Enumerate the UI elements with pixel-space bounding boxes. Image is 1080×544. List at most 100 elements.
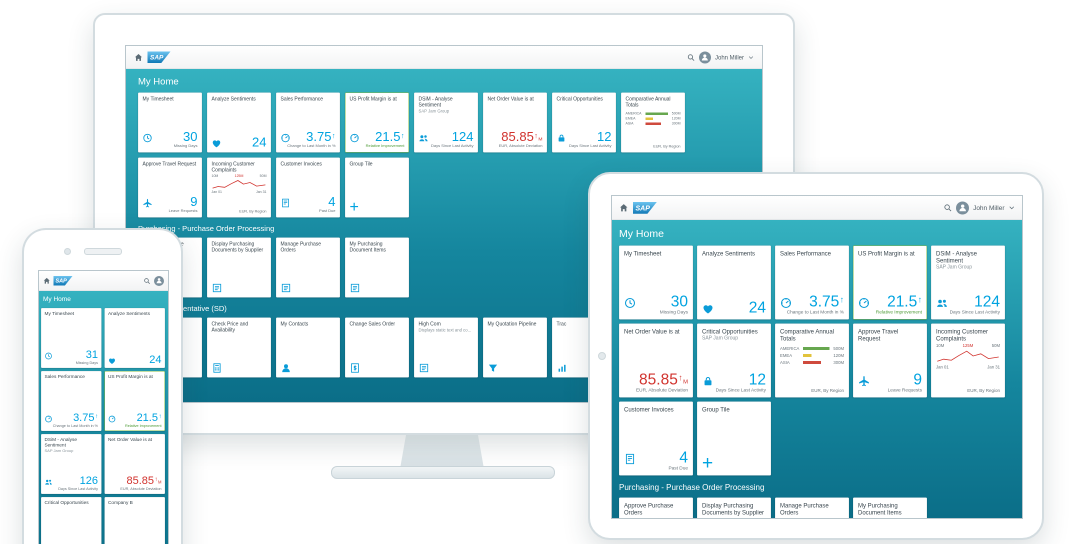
tile-customer-invoices[interactable]: Customer Invoices 4 Past Due [276,157,340,218]
tile-label: Past Due [668,465,688,471]
tile-value: 85.85↑M [126,473,162,487]
tile-analyze-sentiments[interactable]: Analyze Sentiments 24 [104,308,165,368]
tile-us-profit-margin-is-at[interactable]: US Profit Margin is at 21.5↑ Relative Impr… [853,245,927,320]
phone-screen: SAP My Home My Timesheet 31 Missing Days An… [38,270,169,544]
bar-label: EMEA [625,116,636,121]
tile-change-sales-order[interactable]: Change Sales Order [345,317,409,378]
tile-us-profit-margin-is-at[interactable]: US Profit Margin is at 21.5↑ Relative Impr… [345,92,409,153]
tile-subtitle: SAP Jam Group [44,448,74,454]
tile-unit: M [538,136,543,142]
tile-analyze-sentiments[interactable]: Analyze Sentiments 24 [207,92,271,153]
tile-customer-invoices[interactable]: Customer Invoices 4 Past Due [619,401,693,476]
tile-footer: EUR, By Region [239,209,267,214]
tile-my-timesheet[interactable]: My Timesheet 30 Missing Days [619,245,693,320]
heart-icon [702,303,714,315]
tile-comparative-annual-totals[interactable]: Comparative Annual Totals AMERICA 500M EMEA… [621,92,685,153]
tile-label: Days Since Last Activity [949,309,1000,315]
bar-label: ASIA [625,121,634,126]
bar-value: 300M [671,121,681,126]
contact-icon [281,363,292,374]
tile-approve-purchase-orders[interactable]: Approve Purchase Orders [619,497,693,518]
tile-net-order-value-is-at[interactable]: Net Order Value is at 85.85↑M EUR, Absolut… [104,434,165,494]
tile-value: 4 [679,448,688,466]
home-icon[interactable] [134,53,143,62]
gauge-icon [45,415,53,423]
tile-title: My Contacts [280,321,309,328]
search-icon[interactable] [144,277,151,284]
tile-group-tile[interactable]: Group Tile + [697,401,771,476]
search-icon[interactable] [944,204,953,213]
tile-my-quotation-pipeline[interactable]: My Quotation Pipeline [483,317,547,378]
phone-device: SAP My Home My Timesheet 31 Missing Days An… [22,228,183,544]
tile-net-order-value-is-at[interactable]: Net Order Value is at 85.85↑M EUR, Absolut… [619,323,693,398]
tile-footer: EUR, By Region [811,388,844,393]
tile-label: Past Due [319,208,336,214]
tile-sales-performance[interactable]: Sales Performance 3.75↑ Change to Last Mon… [775,245,849,320]
search-icon[interactable] [687,53,695,61]
tile-critical-opportunities[interactable]: Critical Opportunities SAP Jam Group 12 Day… [697,323,771,398]
bar-row: AMERICA 500M [780,346,844,351]
tablet-purchasing-grid: Approve Purchase Orders Display Purchasin… [619,497,1015,518]
tile-high-com[interactable]: High Com Displays static text and co... [414,317,478,378]
tile-dsim-analyse-sentiment[interactable]: DSiM - Analyse Sentiment SAP Jam Group 126… [41,434,102,494]
tile-dsim-analyse-sentiment[interactable]: DSiM - Analyse Sentiment SAP Jam Group 124… [931,245,1005,320]
chevron-down-icon[interactable] [1009,205,1016,212]
chevron-down-icon[interactable] [748,54,754,60]
tile-sales-performance[interactable]: Sales Performance 3.75↑ Change to Last Mon… [41,371,102,431]
tile-critical-opportunities[interactable]: Critical Opportunities 12 Days Since Last … [552,92,616,153]
tile-net-order-value-is-at[interactable]: Net Order Value is at 85.85↑M EUR, Absolut… [483,92,547,153]
tile-incoming-customer-complaints[interactable]: Incoming Customer Complaints 10M 125M 50M Ja… [931,323,1005,398]
home-icon[interactable] [43,277,51,285]
tile-sales-performance[interactable]: Sales Performance 3.75↑ Change to Last Mon… [276,92,340,153]
home-icon[interactable] [619,203,629,213]
trend-up-arrow-icon: ↑ [331,131,336,140]
tile-title: Check Price and Availability [211,321,249,333]
tile-approve-travel-request[interactable]: Approve Travel Request 9 Leave Requests [853,323,927,398]
clock-icon [624,297,636,309]
user-avatar[interactable] [698,51,711,64]
chart-value-labels: 10M 125M 50M [936,343,1000,348]
tablet-my-home-grid: My Timesheet 30 Missing Days Analyze Sentim… [619,245,1015,476]
doclist-icon [419,363,430,374]
user-avatar[interactable] [154,275,164,286]
tile-value: 31 [85,347,98,361]
chart-value-label: 10M [936,343,945,349]
tile-my-purchasing-document-items[interactable]: My Purchasing Document Items [853,497,927,518]
tile-group-tile[interactable]: Group Tile + [345,157,409,218]
tile-label: Change to Last Month in % [786,309,844,315]
tile-value: 124 [974,292,1000,310]
tile-company-b[interactable]: Company B [104,497,165,544]
chart-value-label: 10M [211,174,219,178]
tile-title: Approve Purchase Orders [624,502,674,517]
tile-my-contacts[interactable]: My Contacts [276,317,340,378]
tile-display-purchasing-documents-by-supplier[interactable]: Display Purchasing Documents by Supplier [207,237,271,298]
tile-display-purchasing-documents-by-supplier[interactable]: Display Purchasing Documents by Supplier [697,497,771,518]
bar [645,117,670,120]
user-avatar[interactable] [956,201,970,215]
user-name: John Miller [714,53,744,61]
tile-value: 30 [183,129,198,145]
tile-my-timesheet[interactable]: My Timesheet 30 Missing Days [138,92,202,153]
clock-icon [143,133,153,143]
tile-my-purchasing-document-items[interactable]: My Purchasing Document Items [345,237,409,298]
bar-row: EMEA 120M [626,117,681,121]
user-name: John Miller [973,204,1005,212]
tile-label: Relative Improvement [365,143,405,149]
tile-manage-purchase-orders[interactable]: Manage Purchase Orders [276,237,340,298]
tile-us-profit-margin-is-at[interactable]: US Profit Margin is at 21.5↑ Relative Impr… [104,371,165,431]
bar [645,122,670,125]
tile-critical-opportunities[interactable]: Critical Opportunities [41,497,102,544]
tile-value: 12 [748,370,766,388]
tile-manage-purchase-orders[interactable]: Manage Purchase Orders [775,497,849,518]
tile-dsim-analyse-sentiment[interactable]: DSiM - Analyse Sentiment SAP Jam Group 124… [414,92,478,153]
bar-value: 500M [833,346,844,352]
tile-value: 4 [328,194,336,210]
section-title-my-home: My Home [138,76,179,88]
tile-my-timesheet[interactable]: My Timesheet 31 Missing Days [41,308,102,368]
tile-approve-travel-request[interactable]: Approve Travel Request 9 Leave Requests [138,157,202,218]
tile-analyze-sentiments[interactable]: Analyze Sentiments 24 [697,245,771,320]
tile-incoming-customer-complaints[interactable]: Incoming Customer Complaints 10M 125M 50M Ja… [207,157,271,218]
tile-check-price-and-availability[interactable]: Check Price and Availability [207,317,271,378]
tile-comparative-annual-totals[interactable]: Comparative Annual Totals AMERICA 500M EMEA… [775,323,849,398]
tile-title: Customer Invoices [624,406,674,413]
